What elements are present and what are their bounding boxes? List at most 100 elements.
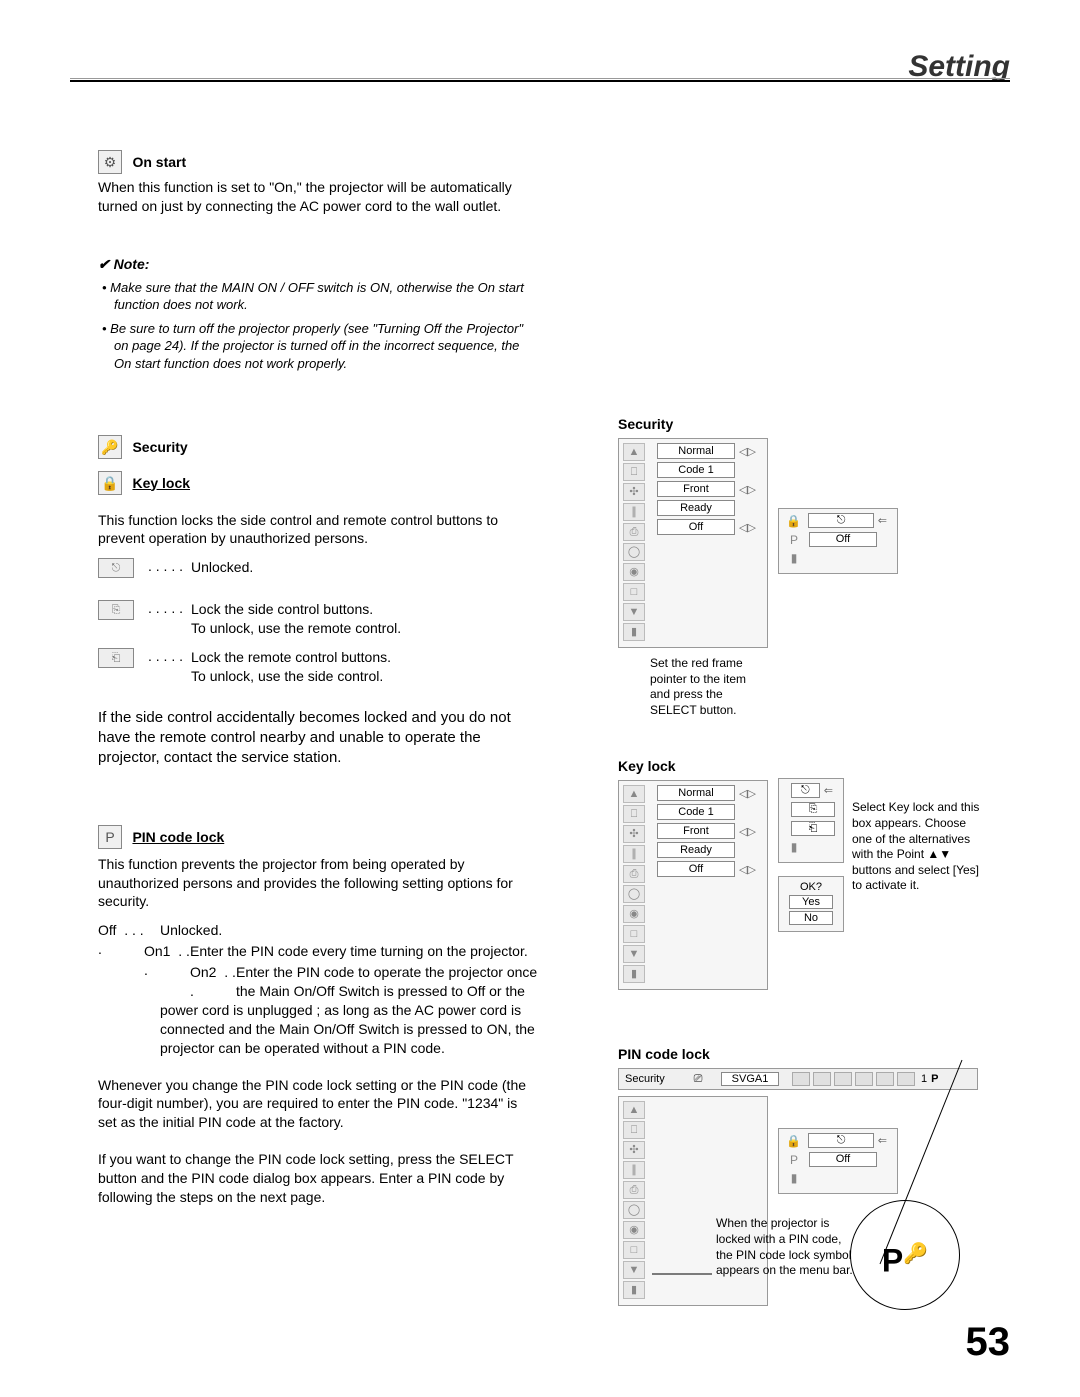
- no-button[interactable]: No: [789, 911, 833, 925]
- sidebar-icon[interactable]: □: [623, 583, 645, 601]
- pin-opt-text: Unlocked.: [160, 921, 538, 940]
- onstart-section: ⚙ On start When this function is set to …: [98, 150, 538, 216]
- security-menu-panel: ▲ ⎕ ✣ ∥ ⎙ ◯ ◉ □ ▼ ▮ Normal ◁▷ Code 1: [618, 438, 768, 648]
- sidebar-icon[interactable]: ▮: [623, 965, 645, 983]
- sidebar-icon[interactable]: ◉: [623, 905, 645, 923]
- pin-icon: P: [785, 533, 803, 547]
- right-keylock-heading: Key lock: [618, 758, 998, 774]
- ok-label: OK?: [785, 881, 837, 893]
- exit-icon[interactable]: ▮: [785, 1171, 803, 1185]
- side-option[interactable]: ⎋: [808, 1133, 873, 1148]
- sidebar-icon[interactable]: ▼: [623, 1261, 645, 1279]
- keylock-text: Lock the remote control buttons. To unlo…: [191, 648, 391, 686]
- topbar-icon[interactable]: [813, 1072, 831, 1086]
- menu-option[interactable]: Normal: [657, 785, 735, 801]
- sidebar-icon[interactable]: ⎙: [623, 1181, 645, 1199]
- pin-lock-symbol-zoom: P🔑: [850, 1200, 960, 1310]
- left-column: ⚙ On start When this function is set to …: [98, 150, 538, 1207]
- pin-lock-glyph: P: [882, 1243, 903, 1279]
- security-callout: Set the red frame pointer to the item an…: [650, 656, 760, 718]
- arrows-icon: ◁▷: [739, 445, 756, 458]
- yes-button[interactable]: Yes: [789, 895, 833, 909]
- sidebar-icon[interactable]: ∥: [623, 845, 645, 863]
- arrows-icon: ◁▷: [739, 483, 756, 496]
- sidebar-icon[interactable]: ⎕: [623, 805, 645, 823]
- topbar-icon[interactable]: [876, 1072, 894, 1086]
- pin-para1: Whenever you change the PIN code lock se…: [98, 1076, 538, 1133]
- menu-option[interactable]: Front: [657, 823, 735, 839]
- menu-sidebar: ▲ ⎕ ✣ ∥ ⎙ ◯ ◉ □ ▼ ▮: [623, 1101, 645, 1301]
- security-icon: 🔑: [98, 435, 122, 459]
- sidebar-icon[interactable]: ⎕: [623, 1121, 645, 1139]
- keylock-dots: . . . . .: [148, 600, 183, 638]
- sidebar-icon[interactable]: ⎙: [623, 865, 645, 883]
- right-column: Security ▲ ⎕ ✣ ∥ ⎙ ◯ ◉ □ ▼ ▮: [618, 150, 998, 1326]
- topbar-icon[interactable]: [897, 1072, 915, 1086]
- exit-icon[interactable]: ▮: [785, 551, 803, 565]
- keylock-desc: This function locks the side control and…: [98, 511, 538, 549]
- sidebar-icon[interactable]: □: [623, 925, 645, 943]
- pin-opt-text: Enter the PIN code every time turning on…: [160, 942, 538, 961]
- menu-option[interactable]: Ready: [657, 500, 735, 516]
- keylock-choice[interactable]: ⎋: [791, 783, 820, 798]
- menu-option[interactable]: Normal: [657, 443, 735, 459]
- side-option[interactable]: Off: [809, 1152, 877, 1167]
- sidebar-icon[interactable]: ▲: [623, 1101, 645, 1119]
- sidebar-icon[interactable]: ▼: [623, 945, 645, 963]
- sidebar-icon[interactable]: □: [623, 1241, 645, 1259]
- sidebar-icon[interactable]: ◉: [623, 563, 645, 581]
- sidebar-icon[interactable]: ▮: [623, 623, 645, 641]
- pin-topbar: Security ⎚ SVGA1 1 P: [618, 1068, 978, 1090]
- sidebar-icon[interactable]: ✣: [623, 825, 645, 843]
- menu-option[interactable]: Off: [657, 861, 735, 877]
- pin-icon: P: [785, 1153, 803, 1167]
- keylock-text: Lock the side control buttons. To unlock…: [191, 600, 401, 638]
- menu-option[interactable]: Off: [657, 519, 735, 535]
- side-option[interactable]: ⎋: [808, 513, 873, 528]
- keylock-choice-panel: ⎋⇐ ⎘ ⎗ ▮: [778, 778, 844, 863]
- pin-topbar-input[interactable]: SVGA1: [721, 1072, 779, 1086]
- sidebar-icon[interactable]: ◉: [623, 1221, 645, 1239]
- side-option[interactable]: Off: [809, 532, 877, 547]
- sidebar-icon[interactable]: ✣: [623, 483, 645, 501]
- menu-option[interactable]: Code 1: [657, 462, 735, 478]
- keylock-choice[interactable]: ⎗: [791, 821, 835, 836]
- keylock-text: Unlocked.: [191, 558, 253, 578]
- page-number: 53: [966, 1320, 1011, 1365]
- sidebar-icon[interactable]: ▲: [623, 785, 645, 803]
- menu-option[interactable]: Front: [657, 481, 735, 497]
- sidebar-icon[interactable]: ∥: [623, 1161, 645, 1179]
- sidebar-icon[interactable]: ◯: [623, 543, 645, 561]
- sidebar-icon[interactable]: ⎙: [623, 523, 645, 541]
- pin-heading: P PIN code lock: [98, 825, 538, 849]
- keylock-confirm-panel: OK? Yes No: [778, 876, 844, 932]
- sidebar-icon[interactable]: ⎕: [623, 463, 645, 481]
- pin-options-list: Off . . . . Unlocked. On1 . . . Enter th…: [98, 921, 538, 1057]
- keylock-dots: . . . . .: [148, 648, 183, 686]
- sidebar-icon[interactable]: ▮: [623, 1281, 645, 1299]
- sidebar-icon[interactable]: ◯: [623, 885, 645, 903]
- onstart-icon: ⚙: [98, 150, 122, 174]
- topbar-icon[interactable]: [834, 1072, 852, 1086]
- keylock-choice[interactable]: ⎘: [791, 802, 835, 817]
- topbar-icon[interactable]: [855, 1072, 873, 1086]
- sidebar-icon[interactable]: ▼: [623, 603, 645, 621]
- arrows-icon: ◁▷: [739, 863, 756, 876]
- keylock-state-icon: ⎋: [98, 558, 134, 578]
- security-title: Security: [132, 439, 187, 455]
- pin-title: PIN code lock: [132, 829, 224, 845]
- sidebar-icon[interactable]: ▲: [623, 443, 645, 461]
- sidebar-icon[interactable]: ∥: [623, 503, 645, 521]
- sidebar-icon[interactable]: ✣: [623, 1141, 645, 1159]
- menu-option[interactable]: Ready: [657, 842, 735, 858]
- keylock-state-icon: ⎗: [98, 648, 134, 668]
- topbar-icon[interactable]: [792, 1072, 810, 1086]
- sidebar-icon[interactable]: ◯: [623, 1201, 645, 1219]
- exit-icon[interactable]: ▮: [785, 840, 803, 854]
- note-bullet: Make sure that the MAIN ON / OFF switch …: [98, 279, 538, 314]
- menu-option[interactable]: Code 1: [657, 804, 735, 820]
- menu-sidebar: ▲ ⎕ ✣ ∥ ⎙ ◯ ◉ □ ▼ ▮: [623, 443, 645, 643]
- note-bullet: Be sure to turn off the projector proper…: [98, 320, 538, 373]
- right-pin-heading: PIN code lock: [618, 1046, 998, 1062]
- arrows-icon: ◁▷: [739, 521, 756, 534]
